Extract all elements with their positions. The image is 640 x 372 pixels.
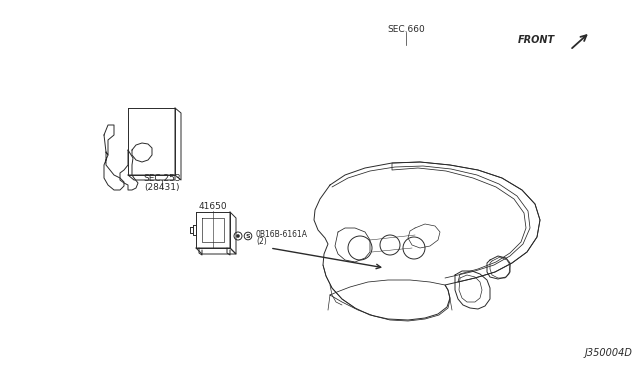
- Text: (2): (2): [256, 237, 267, 246]
- Text: S: S: [246, 234, 250, 238]
- Text: 41650: 41650: [198, 202, 227, 211]
- Text: FRONT: FRONT: [518, 35, 555, 45]
- Text: SEC.253: SEC.253: [143, 174, 181, 183]
- Text: SEC.660: SEC.660: [387, 25, 425, 34]
- Text: J350004D: J350004D: [584, 348, 632, 358]
- Text: 0B16B-6161A: 0B16B-6161A: [256, 230, 308, 238]
- Text: (28431): (28431): [144, 183, 180, 192]
- Circle shape: [236, 234, 240, 238]
